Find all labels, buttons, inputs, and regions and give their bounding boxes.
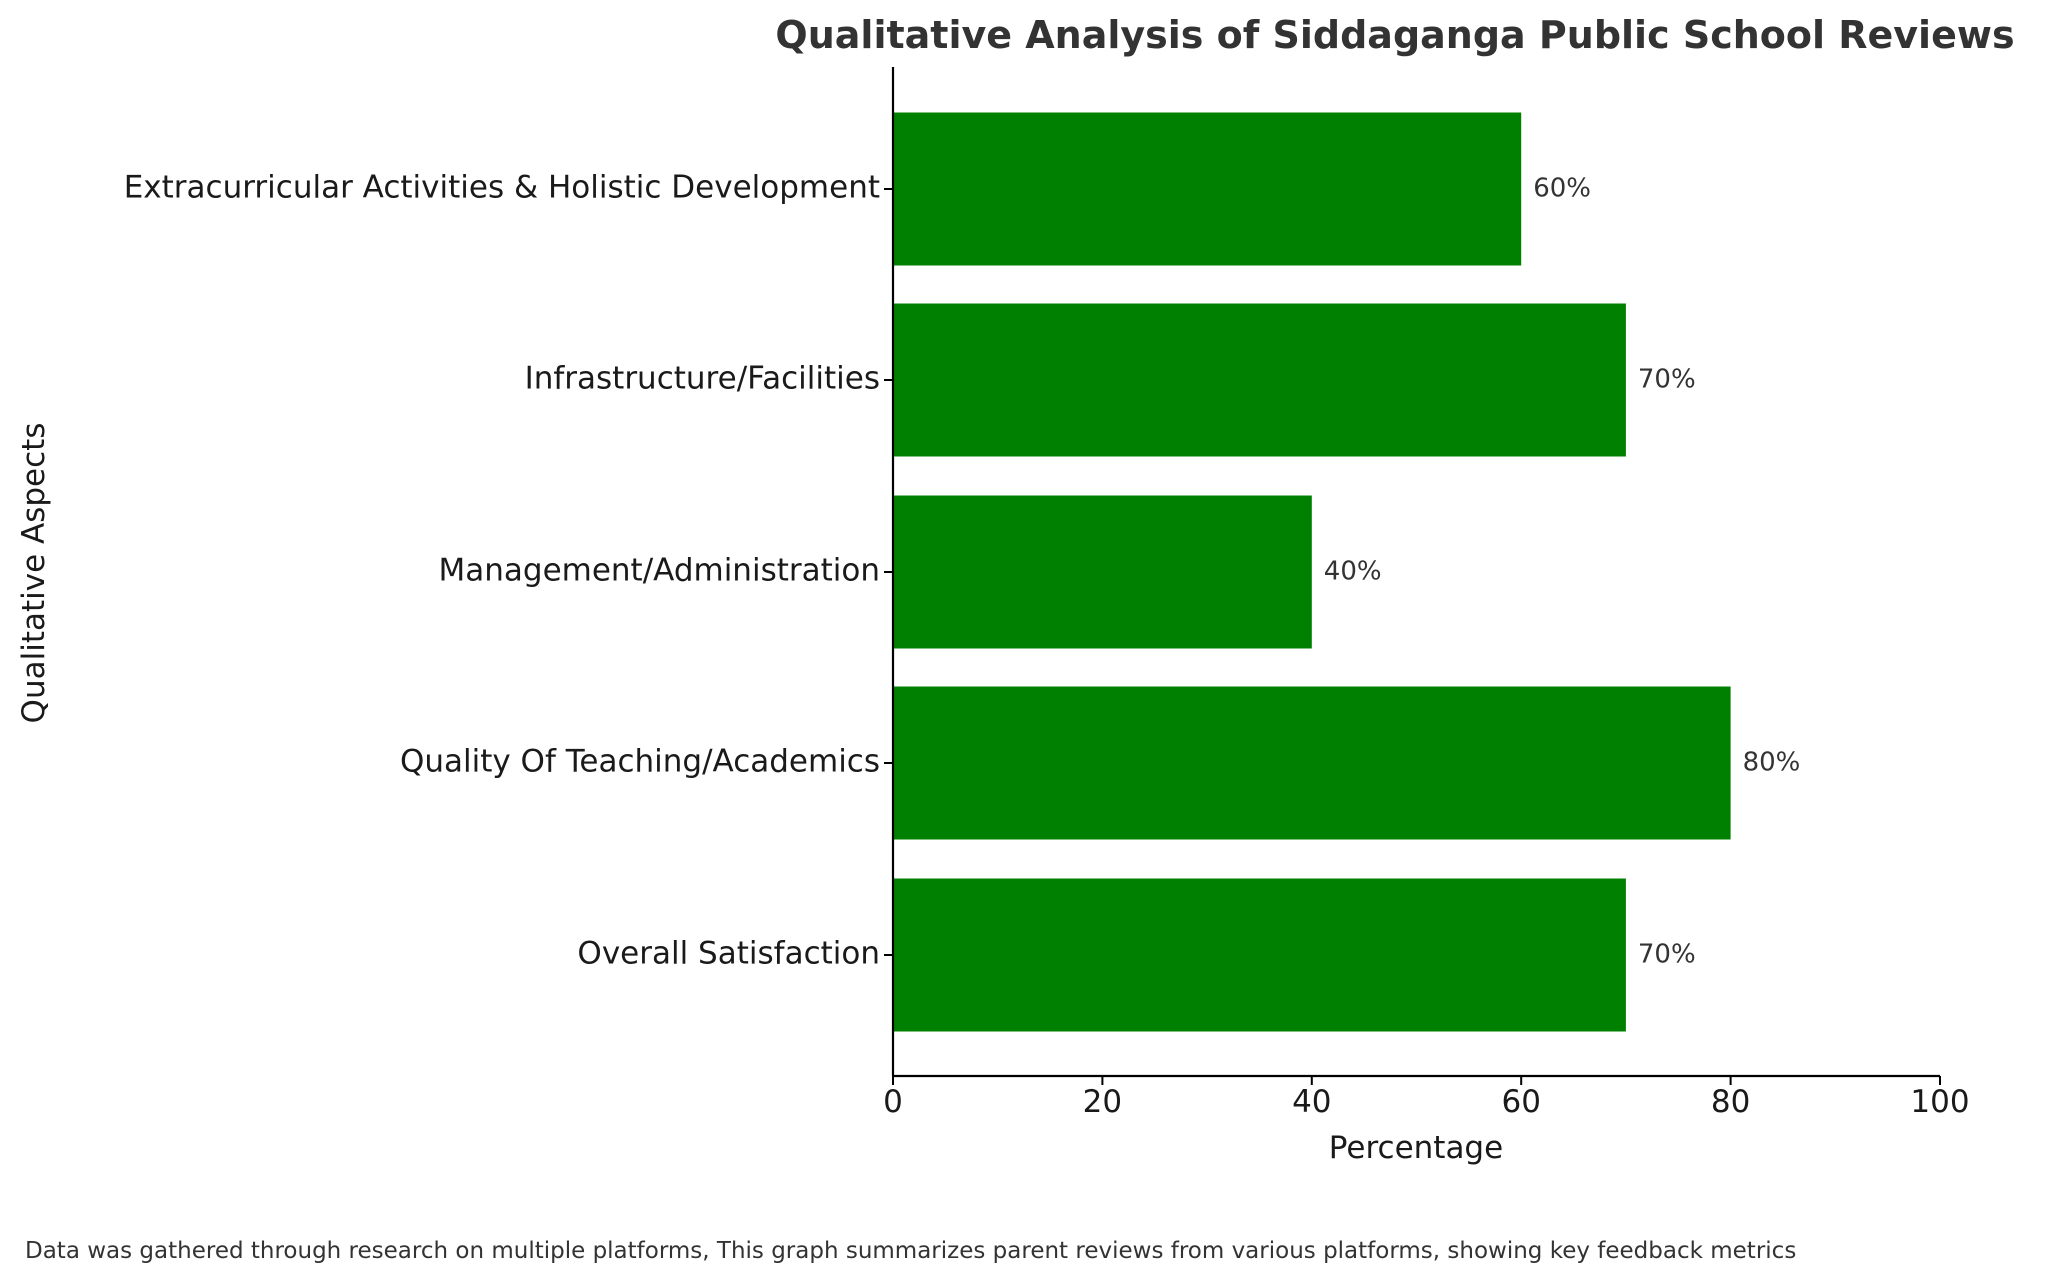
bar-quality-of-teaching-academics	[893, 686, 1731, 840]
value-labels-group: 70% 80% 40% 70% 60%	[1324, 174, 1801, 970]
bar-extracurricular-activities-holistic-development	[893, 112, 1522, 266]
y-axis-label: Qualitative Aspects	[16, 423, 52, 724]
bar-management-administration	[893, 495, 1312, 649]
footnote-text: Data was gathered through research on mu…	[25, 1238, 1796, 1264]
value-label-infrastructure-facilities: 70%	[1638, 365, 1696, 395]
value-label-overall-satisfaction: 70%	[1638, 940, 1696, 970]
x-axis-label: Percentage	[1329, 1130, 1503, 1166]
y-tick-label-infrastructure-facilities: Infrastructure/Facilities	[525, 361, 880, 397]
value-label-management-administration: 40%	[1324, 557, 1382, 587]
y-ticks-group: Overall Satisfaction Quality Of Teaching/…	[124, 170, 893, 972]
chart-title: Qualitative Analysis of Siddaganga Publi…	[775, 13, 2014, 57]
bars-group	[893, 112, 1731, 1032]
x-tick-label-100: 100	[1910, 1084, 1969, 1120]
value-label-extracurricular-activities-holistic-development: 60%	[1533, 174, 1591, 204]
x-ticks-group: 0 20 40 60 80 100	[883, 1076, 1970, 1120]
value-label-quality-of-teaching-academics: 80%	[1743, 748, 1801, 778]
x-tick-label-60: 60	[1501, 1084, 1540, 1120]
x-tick-label-80: 80	[1711, 1084, 1750, 1120]
bar-infrastructure-facilities	[893, 303, 1626, 457]
bar-overall-satisfaction	[893, 878, 1626, 1032]
y-tick-label-management-administration: Management/Administration	[439, 553, 881, 589]
y-tick-label-quality-of-teaching-academics: Quality Of Teaching/Academics	[400, 744, 880, 780]
x-tick-label-40: 40	[1292, 1084, 1331, 1120]
y-tick-label-overall-satisfaction: Overall Satisfaction	[577, 936, 880, 972]
x-tick-label-20: 20	[1083, 1084, 1122, 1120]
y-tick-label-extracurricular-activities-holistic-development: Extracurricular Activities & Holistic De…	[124, 170, 880, 206]
x-tick-label-0: 0	[883, 1084, 903, 1120]
